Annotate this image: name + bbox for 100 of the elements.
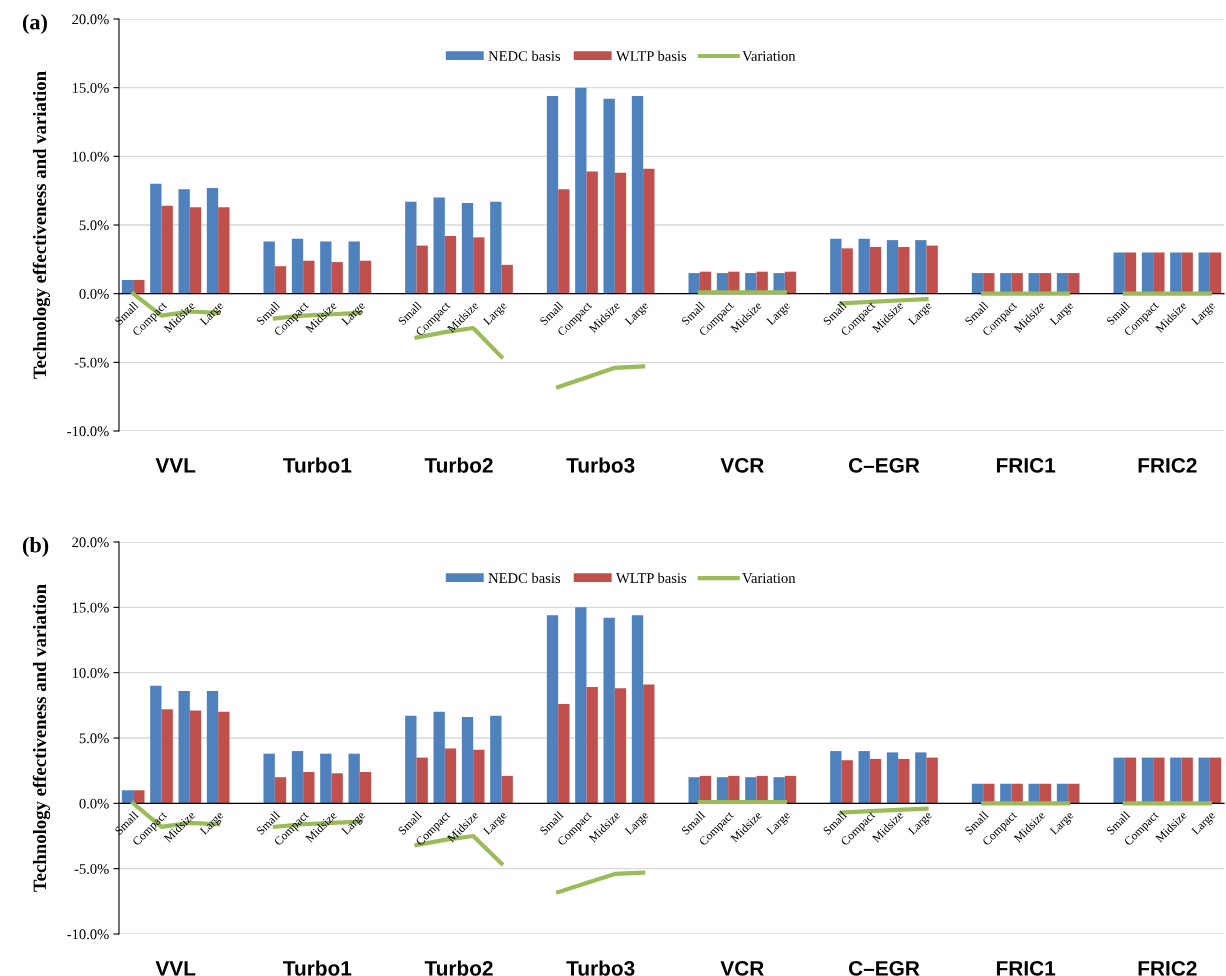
bar	[688, 777, 700, 804]
bar	[320, 241, 332, 294]
bar	[150, 183, 162, 294]
bar	[133, 790, 145, 804]
text: FRIC2	[1138, 457, 1197, 473]
bar	[631, 615, 644, 804]
bar	[983, 783, 995, 804]
y-tick-label: -10.0%	[67, 929, 109, 940]
bar	[784, 775, 797, 804]
y-tick-label: 0.0%	[79, 798, 109, 809]
y-tick-label: 20.0%	[72, 14, 109, 25]
bar	[490, 715, 502, 804]
bar	[841, 760, 853, 804]
bar	[416, 245, 428, 294]
bar	[643, 684, 655, 804]
bar	[263, 241, 275, 294]
bar	[1011, 273, 1023, 294]
bar	[1000, 273, 1012, 294]
bar	[189, 207, 202, 294]
bar	[303, 771, 315, 804]
bar	[348, 241, 360, 294]
bar	[178, 690, 190, 804]
bar	[490, 201, 502, 294]
y-tick-label: -5.0%	[74, 357, 109, 368]
bar	[915, 752, 927, 804]
bar	[1153, 757, 1165, 804]
text: C–EGR	[848, 457, 920, 473]
bar	[1170, 252, 1182, 294]
bar	[461, 717, 474, 804]
legend-label: WLTP basis	[616, 50, 687, 62]
bar	[830, 751, 842, 804]
bar	[218, 711, 230, 804]
bar	[433, 197, 445, 294]
text: Turbo1	[283, 457, 352, 473]
bar	[274, 266, 287, 294]
bar	[444, 748, 457, 804]
bar	[501, 264, 513, 294]
bar	[121, 279, 134, 294]
bar	[444, 235, 457, 294]
bar	[161, 205, 173, 294]
bar	[178, 189, 190, 294]
bar	[1124, 252, 1137, 294]
text: Turbo3	[566, 960, 635, 976]
bar	[473, 237, 485, 294]
bar	[546, 95, 559, 294]
y-tick-label: 5.0%	[79, 220, 109, 231]
bar	[291, 751, 304, 804]
bar	[586, 687, 598, 804]
bar	[1153, 252, 1165, 294]
legend-label: Variation	[742, 573, 796, 584]
text: FRIC2	[1138, 960, 1197, 976]
y-tick-label: 15.0%	[72, 83, 109, 93]
bar	[1000, 783, 1012, 804]
bar	[1113, 252, 1125, 294]
bar	[898, 758, 910, 804]
text: FRIC1	[996, 960, 1056, 976]
bar	[359, 771, 372, 804]
bar	[1113, 757, 1125, 804]
bar	[150, 685, 162, 804]
text: VCR	[720, 960, 764, 976]
bar	[331, 262, 343, 294]
bar	[1181, 757, 1193, 804]
bar	[121, 790, 134, 804]
y-axis-title: Technology effectiveness and variation	[32, 71, 51, 379]
legend-label: Variation	[742, 51, 796, 62]
bar	[830, 238, 842, 294]
bar	[784, 271, 797, 294]
bar	[643, 168, 655, 294]
bar	[858, 238, 870, 294]
text: VVL	[155, 458, 196, 473]
y-tick-label: 20.0%	[72, 537, 109, 548]
bar	[320, 753, 332, 804]
bar	[1124, 757, 1137, 804]
bar	[133, 279, 145, 294]
bar	[869, 246, 882, 294]
bar	[405, 715, 417, 804]
bar	[926, 757, 938, 804]
bar	[1068, 783, 1080, 804]
bar	[1068, 273, 1080, 294]
bar	[501, 775, 513, 804]
bar	[1198, 757, 1210, 804]
bar	[886, 752, 899, 804]
bar	[1209, 252, 1222, 294]
bar	[189, 710, 202, 804]
bar	[915, 240, 927, 294]
bar	[558, 704, 570, 804]
bar	[416, 757, 428, 804]
bar	[291, 238, 304, 294]
legend-label: WLTP basis	[616, 572, 687, 584]
chart-title: (b)	[22, 536, 49, 558]
text: Turbo1	[283, 960, 352, 976]
y-tick-label: -5.0%	[74, 864, 109, 874]
bar	[558, 189, 570, 294]
bar	[869, 758, 882, 804]
text: FRIC1	[996, 457, 1056, 473]
bar	[274, 777, 287, 804]
bar	[359, 260, 372, 294]
bar	[688, 273, 700, 294]
bar	[898, 246, 910, 294]
bar	[1056, 273, 1069, 294]
